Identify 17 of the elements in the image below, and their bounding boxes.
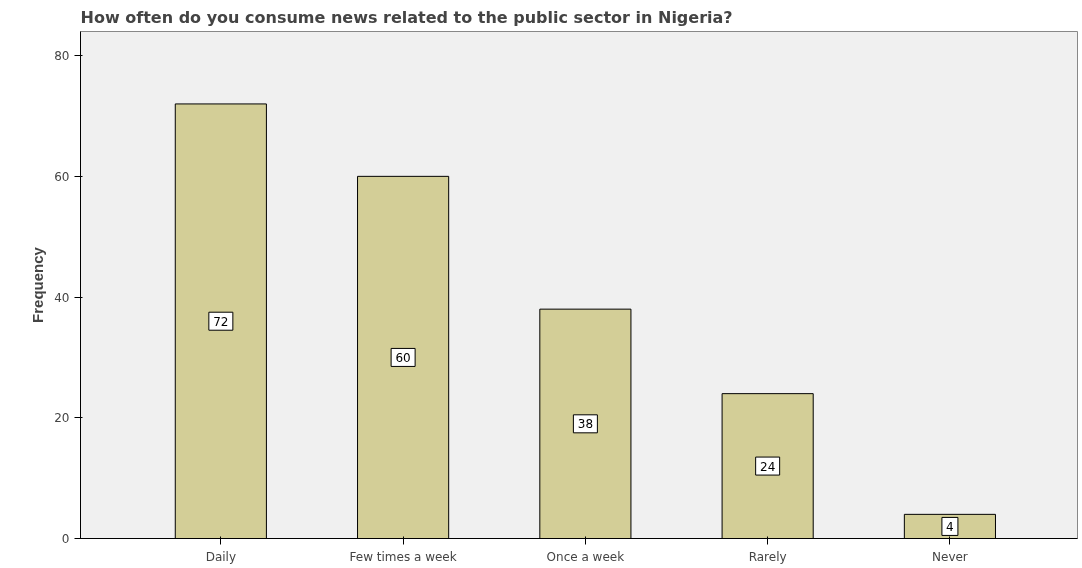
y-tick-label: 20 — [54, 411, 70, 426]
y-tick-label: 60 — [54, 169, 70, 184]
data-label: 38 — [577, 417, 594, 432]
chart-title: How often do you consume news related to the public sector in Nigeria? — [80, 7, 733, 27]
y-tick-label: 40 — [54, 290, 70, 305]
data-label: 24 — [760, 459, 776, 474]
x-tick-label: Rarely — [748, 549, 787, 564]
x-tick-label: Daily — [205, 549, 237, 564]
y-tick-label: 0 — [61, 532, 70, 546]
x-tick-label: Once a week — [546, 549, 625, 564]
y-axis-title: Frequency — [29, 246, 47, 323]
x-tick-label: Few times a week — [349, 549, 457, 564]
data-label: 72 — [213, 314, 229, 329]
x-tick-label: Never — [932, 549, 968, 564]
y-tick-label: 80 — [54, 49, 70, 64]
data-label: 4 — [946, 519, 954, 534]
data-label: 60 — [395, 350, 411, 365]
